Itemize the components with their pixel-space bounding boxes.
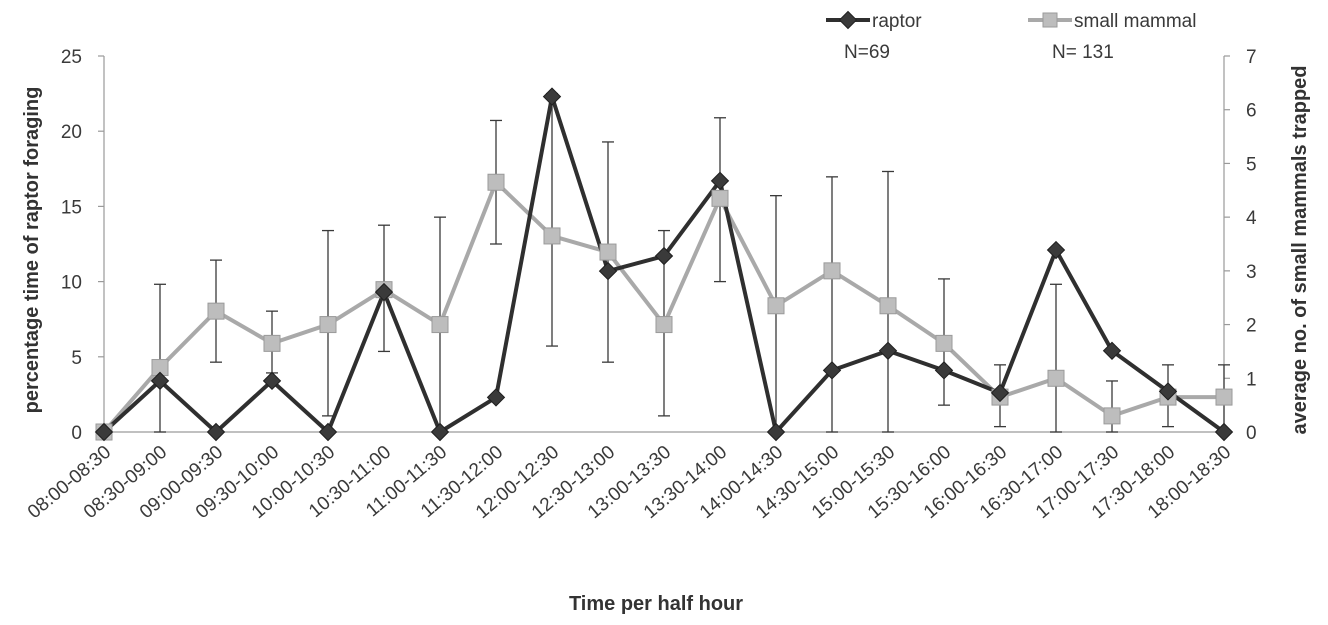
point-small-mammal xyxy=(712,190,728,206)
point-small-mammal xyxy=(656,317,672,333)
legend-raptor-label: raptor xyxy=(872,11,922,32)
legend-small-mammal-marker xyxy=(1043,13,1057,27)
y2-tick-label: 3 xyxy=(1246,262,1257,283)
point-small-mammal xyxy=(824,263,840,279)
point-small-mammal xyxy=(264,335,280,351)
y2-tick-label: 7 xyxy=(1246,47,1257,68)
tick-labels: 05101520250123456708:00-08:3008:30-09:00… xyxy=(24,47,1257,523)
point-small-mammal xyxy=(880,298,896,314)
point-raptor xyxy=(936,362,953,379)
y2-tick-label: 0 xyxy=(1246,423,1257,444)
y2-tick-label: 1 xyxy=(1246,369,1257,390)
y-tick-label: 10 xyxy=(61,273,82,294)
legend: raptor N=69 small mammal N= 131 xyxy=(826,11,1196,63)
point-raptor xyxy=(880,342,897,359)
point-small-mammal xyxy=(1216,389,1232,405)
point-small-mammal xyxy=(936,335,952,351)
y-tick-label: 20 xyxy=(61,122,82,143)
y-tick-label: 25 xyxy=(61,47,82,68)
legend-small-mammal-n: N= 131 xyxy=(1052,42,1114,63)
point-small-mammal xyxy=(320,317,336,333)
y2-tick-label: 4 xyxy=(1246,208,1257,229)
point-small-mammal xyxy=(544,228,560,244)
y2-tick-label: 2 xyxy=(1246,316,1257,337)
point-small-mammal xyxy=(488,174,504,190)
x-axis-title: Time per half hour xyxy=(569,593,743,615)
point-small-mammal xyxy=(1104,408,1120,424)
legend-raptor-marker xyxy=(840,12,857,29)
point-small-mammal xyxy=(768,298,784,314)
legend-raptor-n: N=69 xyxy=(844,42,890,63)
point-small-mammal xyxy=(432,317,448,333)
y2-tick-label: 5 xyxy=(1246,154,1257,175)
y2-axis-title: average no. of small mammals trapped xyxy=(1289,65,1311,434)
point-small-mammal xyxy=(1048,370,1064,386)
y-tick-label: 0 xyxy=(71,423,82,444)
y-tick-label: 15 xyxy=(61,197,82,218)
point-small-mammal xyxy=(208,303,224,319)
y-axis-title: percentage time of raptor foraging xyxy=(21,87,43,414)
y2-tick-label: 6 xyxy=(1246,101,1257,122)
point-small-mammal xyxy=(600,244,616,260)
y-tick-label: 5 xyxy=(71,348,82,369)
point-raptor xyxy=(600,263,617,280)
point-raptor xyxy=(544,88,561,105)
legend-small-mammal-label: small mammal xyxy=(1074,11,1196,32)
point-raptor xyxy=(1048,242,1065,259)
